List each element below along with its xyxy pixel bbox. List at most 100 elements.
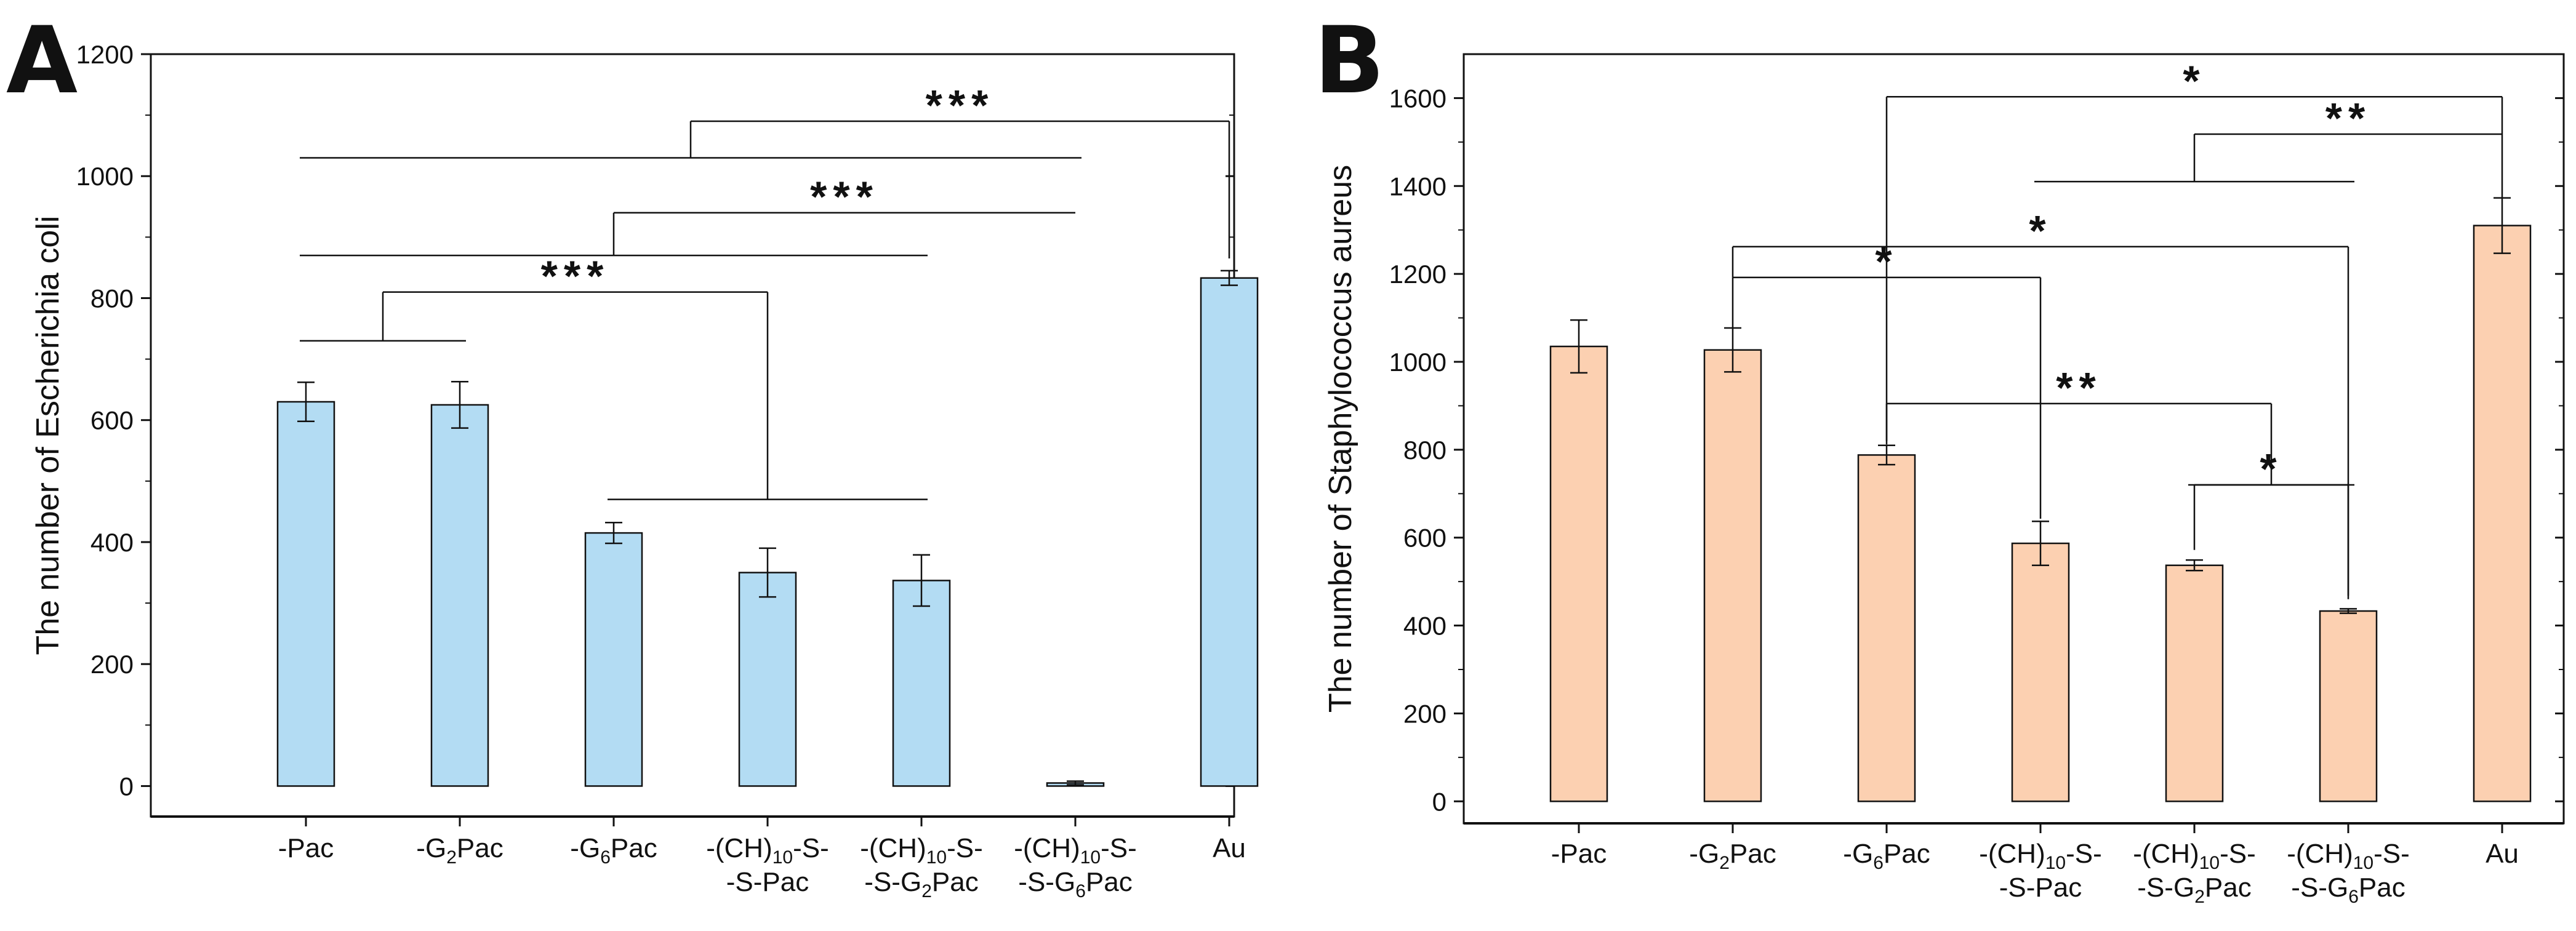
significance-bracket: ***	[300, 173, 1075, 257]
significance-label: *	[2029, 207, 2052, 255]
category-label: -(CH)10-S-	[1014, 833, 1137, 868]
category-label: -(CH)10-S-	[1979, 839, 2102, 873]
y-tick-label: 600	[1403, 524, 1446, 553]
category-label: -G2Pac	[416, 833, 503, 868]
bar	[1200, 277, 1259, 787]
category-text: Pac	[611, 833, 657, 863]
category-text: -G	[570, 833, 600, 863]
panel-letter: B	[1314, 7, 1384, 114]
y-tick-label: 200	[90, 650, 134, 679]
category-label: -G6Pac	[570, 833, 657, 868]
category-label: -S-G6Pac	[1018, 867, 1132, 901]
category-subscript: 2	[2194, 887, 2205, 907]
panel-letter: A	[6, 7, 78, 114]
category-text: -Pac	[1551, 839, 1607, 869]
bar	[430, 404, 489, 787]
category-subscript: 10	[926, 847, 947, 868]
category-text: -S-	[2373, 839, 2410, 869]
category-label: -S-G2Pac	[2137, 873, 2251, 907]
y-tick-label: 400	[1403, 612, 1446, 641]
category-text: -S-Pac	[1999, 873, 2082, 903]
category-text: Pac	[1086, 867, 1133, 897]
category-subscript: 6	[1873, 853, 1884, 873]
bar	[2165, 564, 2224, 802]
category-subscript: 10	[1080, 847, 1101, 868]
category-text: -(CH)	[1014, 833, 1080, 863]
panel-b: B 0 200 400 600 800 1000 1200 1400 1600 The number…	[1314, 7, 2565, 907]
bar	[2319, 610, 2378, 802]
category-text: -S-	[947, 833, 983, 863]
y-tick-label: 1200	[76, 40, 134, 69]
category-text: -(CH)	[2287, 839, 2353, 869]
y-tick-label: 1000	[1389, 348, 1446, 377]
category-text: Au	[1213, 833, 1246, 863]
category-text: Pac	[1730, 839, 1776, 869]
category-text: Pac	[2205, 873, 2252, 903]
significance-bracket: *	[1731, 207, 2349, 599]
bar	[1549, 345, 1608, 802]
y-tick-label: 1400	[1389, 172, 1446, 201]
y-tick-label: 800	[90, 284, 134, 313]
category-text: -S-	[2066, 839, 2102, 869]
category-subscript: 6	[600, 847, 611, 868]
category-subscript: 10	[2353, 853, 2373, 873]
y-tick-label: 0	[1432, 787, 1446, 816]
category-label: -(CH)10-S-	[2133, 839, 2256, 873]
category-label: -S-Pac	[726, 867, 809, 897]
significance-bracket: **	[2034, 94, 2503, 199]
category-text: Pac	[2359, 873, 2405, 903]
category-label: Au	[2486, 839, 2519, 869]
bar	[1703, 349, 1762, 802]
category-text: -S-G	[2137, 873, 2194, 903]
category-label: -(CH)10-S-	[860, 833, 983, 868]
bar	[584, 532, 643, 787]
category-text: Au	[2486, 839, 2519, 869]
y-tick-label: 600	[90, 406, 134, 435]
bar	[1857, 454, 1916, 802]
significance-label: ***	[541, 252, 610, 300]
category-subscript: 2	[921, 881, 932, 901]
category-label: Au	[1213, 833, 1246, 863]
category-label: -S-G2Pac	[864, 867, 978, 901]
significance-bracket: **	[1885, 364, 2354, 486]
category-text: Pac	[457, 833, 504, 863]
category-subscript: 10	[772, 847, 793, 868]
panel-a: A 0 200 400 600 800 1000 1200 The number of Esch…	[6, 7, 1259, 901]
significance-bracket: *	[1885, 57, 2503, 441]
category-label: -(CH)10-S-	[706, 833, 829, 868]
y-axis-title: The number of Staphylococcus aureus	[1323, 165, 1358, 713]
y-tick-label: 200	[1403, 699, 1446, 728]
category-text: -(CH)	[2133, 839, 2199, 869]
y-tick-label: 1200	[1389, 260, 1446, 289]
category-text: -S-	[2220, 839, 2256, 869]
category-subscript: 10	[2045, 853, 2066, 873]
category-text: Pac	[1884, 839, 1930, 869]
bar	[276, 401, 335, 787]
significance-bracket: ***	[300, 252, 928, 500]
category-subscript: 6	[1075, 881, 1086, 901]
category-text: -Pac	[278, 833, 334, 863]
category-text: -G	[416, 833, 446, 863]
category-subscript: 2	[446, 847, 457, 868]
y-tick-label: 1600	[1389, 84, 1446, 113]
category-text: -G	[1689, 839, 1719, 869]
category-label: -Pac	[1551, 839, 1607, 869]
category-text: -S-Pac	[726, 867, 809, 897]
category-label: -S-Pac	[1999, 873, 2082, 903]
category-text: -(CH)	[860, 833, 926, 863]
category-label: -G2Pac	[1689, 839, 1776, 873]
bar	[2473, 225, 2532, 802]
category-subscript: 6	[2348, 887, 2359, 907]
category-text: -G	[1843, 839, 1873, 869]
category-text: -S-G	[2291, 873, 2348, 903]
bar	[2011, 542, 2070, 802]
y-tick-label: 800	[1403, 436, 1446, 465]
category-label: -G6Pac	[1843, 839, 1930, 873]
category-text: -S-	[1101, 833, 1137, 863]
category-text: -S-G	[1018, 867, 1075, 897]
category-text: Pac	[932, 867, 979, 897]
category-text: -(CH)	[1979, 839, 2045, 869]
category-text: -S-G	[864, 867, 921, 897]
category-subscript: 10	[2199, 853, 2220, 873]
y-tick-label: 400	[90, 528, 134, 557]
